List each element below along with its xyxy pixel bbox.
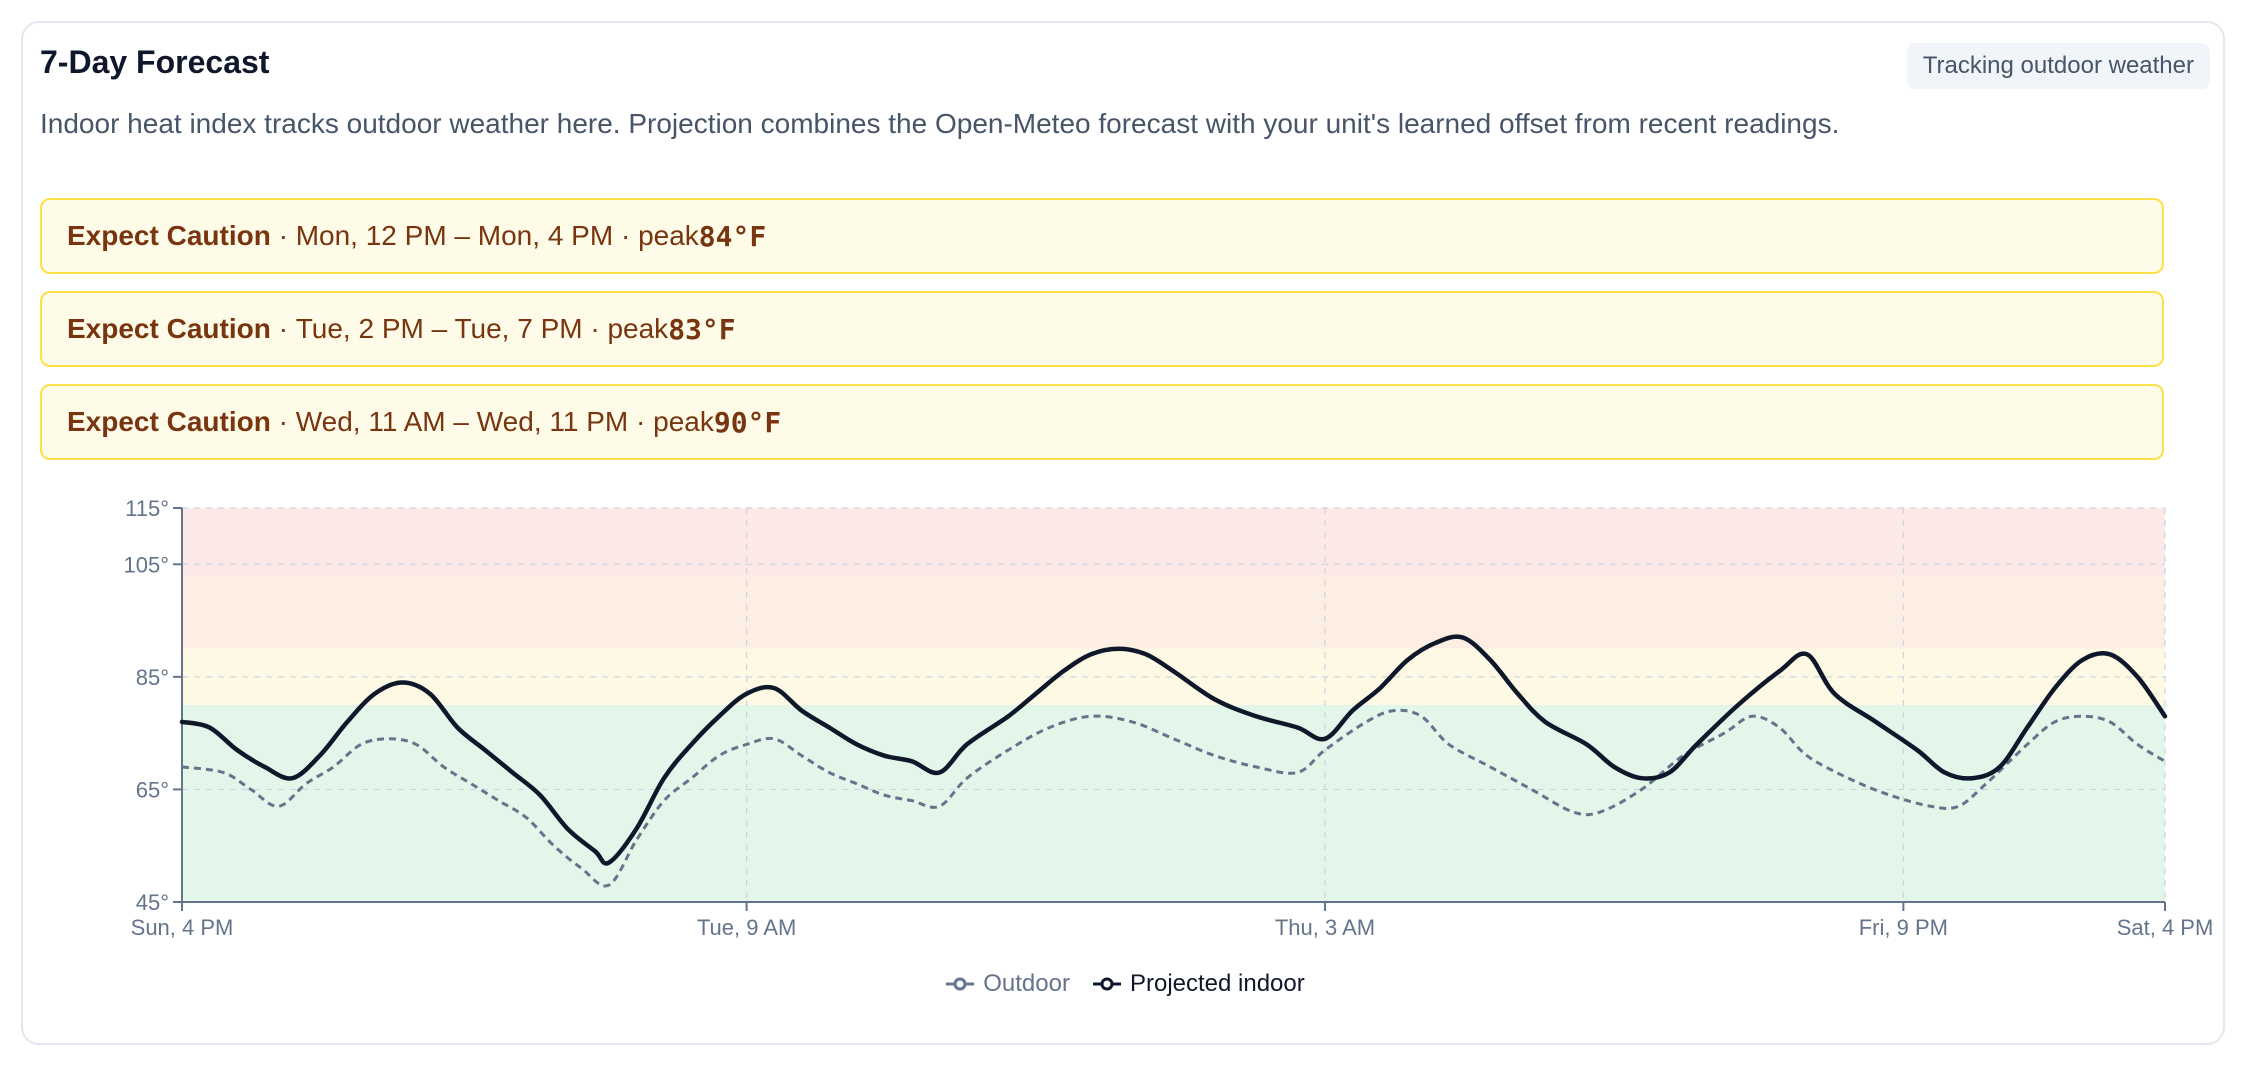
alert-banner: Expect Caution · Tue, 2 PM – Tue, 7 PM ·…: [40, 291, 2164, 367]
band-danger: [182, 508, 2165, 576]
card-title: 7-Day Forecast: [40, 44, 270, 80]
alert-window: Tue, 2 PM – Tue, 7 PM: [295, 313, 583, 344]
y-tick-label: 105°: [123, 552, 169, 577]
band-extreme-caution: [182, 575, 2165, 649]
x-tick-label: Thu, 3 AM: [1275, 915, 1375, 940]
band-safe: [182, 705, 2165, 902]
alert-banner: Expect Caution · Wed, 11 AM – Wed, 11 PM…: [40, 384, 2164, 460]
alert-peak-label: peak: [653, 406, 714, 437]
alert-peak-label: peak: [638, 220, 699, 251]
alert-level: Expect Caution: [67, 313, 271, 344]
indoor-line-icon: [1092, 977, 1121, 991]
legend-item-indoor[interactable]: Projected indoor: [1092, 970, 1305, 998]
x-tick-label: Tue, 9 AM: [697, 915, 796, 940]
x-tick-label: Fri, 9 PM: [1859, 915, 1948, 940]
y-tick-label: 85°: [136, 665, 169, 690]
alert-level: Expect Caution: [67, 406, 271, 437]
legend-label-indoor: Projected indoor: [1129, 970, 1305, 997]
x-tick-label: Sun, 4 PM: [131, 915, 234, 940]
alert-peak-label: peak: [607, 313, 669, 344]
legend-item-outdoor[interactable]: Outdoor: [945, 970, 1070, 998]
x-tick-label: Sat, 4 PM: [2117, 915, 2214, 940]
alert-peak-value: 83°F: [668, 312, 736, 346]
status-badge: Tracking outdoor weather: [1906, 43, 2210, 89]
outdoor-line-icon: [946, 977, 975, 991]
alert-peak-value: 84°F: [698, 219, 767, 253]
legend-label-outdoor: Outdoor: [983, 970, 1070, 997]
alert-window: Wed, 11 AM – Wed, 11 PM: [295, 406, 629, 437]
alert-peak-value: 90°F: [713, 405, 782, 439]
alert-level: Expect Caution: [67, 220, 271, 251]
heat-index-chart: 45° 65° 85° 105° 115° Sun, 4 PM Tue, 9 AM Thu, …: [123, 496, 2214, 940]
series-indoor-line: [179, 634, 2168, 866]
y-tick-label: 115°: [125, 496, 169, 521]
card-description: Indoor heat index tracks outdoor weather…: [40, 108, 1840, 139]
alert-window: Mon, 12 PM – Mon, 4 PM: [295, 220, 614, 251]
alert-banner: Expect Caution · Mon, 12 PM – Mon, 4 PM …: [40, 198, 2164, 274]
chart-legend: Outdoor Projected indoor: [0, 970, 2250, 998]
y-tick-label: 45°: [136, 890, 169, 915]
y-tick-label: 65°: [136, 777, 169, 802]
